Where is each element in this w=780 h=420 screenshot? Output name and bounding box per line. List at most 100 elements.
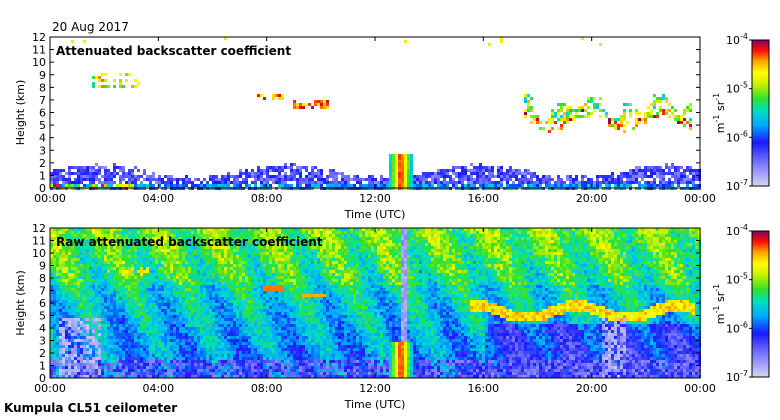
heatmap-cell [65, 273, 68, 276]
heatmap-cell [212, 369, 215, 372]
heatmap-cell [122, 288, 125, 291]
heatmap-cell [59, 321, 62, 324]
heatmap-cell [239, 342, 242, 345]
heatmap-cell [596, 106, 599, 109]
heatmap-cell [86, 300, 89, 303]
heatmap-cell [170, 339, 173, 342]
heatmap-cell [59, 363, 62, 366]
heatmap-cell [164, 366, 167, 369]
heatmap-cell [644, 112, 647, 115]
heatmap-cell [197, 363, 200, 366]
colorbar-step [752, 98, 769, 100]
heatmap-cell [137, 178, 140, 181]
heatmap-cell [110, 375, 113, 378]
heatmap-cell [50, 345, 53, 348]
heatmap-cell [68, 348, 71, 351]
heatmap-cell [65, 172, 68, 175]
heatmap-cell [575, 178, 578, 181]
heatmap-cell [179, 261, 182, 264]
heatmap-cell [59, 327, 62, 330]
heatmap-cell [77, 354, 80, 357]
heatmap-cell [137, 243, 140, 246]
heatmap-cell [131, 276, 134, 279]
heatmap-cell [209, 258, 212, 261]
heatmap-cell [86, 306, 89, 309]
heatmap-cell [119, 339, 122, 342]
heatmap-cell [221, 261, 224, 264]
heatmap-cell [83, 273, 86, 276]
heatmap-cell [239, 237, 242, 240]
heatmap-cell [218, 246, 221, 249]
heatmap-cell [56, 169, 59, 172]
heatmap-cell [101, 243, 104, 246]
heatmap-cell [221, 231, 224, 234]
heatmap-cell [458, 175, 461, 178]
heatmap-cell [209, 375, 212, 378]
heatmap-cell [644, 172, 647, 175]
heatmap-cell [290, 169, 293, 172]
heatmap-cell [101, 85, 104, 88]
heatmap-cell [155, 231, 158, 234]
heatmap-cell [68, 264, 71, 267]
heatmap-cell [134, 366, 137, 369]
heatmap-cell [209, 175, 212, 178]
heatmap-cell [89, 324, 92, 327]
heatmap-cell [89, 375, 92, 378]
heatmap-cell [161, 318, 164, 321]
heatmap-cell [173, 178, 176, 181]
heatmap-cell [233, 318, 236, 321]
heatmap-cell [221, 342, 224, 345]
heatmap-cell [74, 246, 77, 249]
heatmap-cell [308, 175, 311, 178]
heatmap-cell [620, 178, 623, 181]
heatmap-cell [218, 288, 221, 291]
heatmap-cell [92, 246, 95, 249]
heatmap-cell [56, 228, 59, 231]
heatmap-cell [212, 327, 215, 330]
heatmap-cell [179, 327, 182, 330]
heatmap-cell [314, 103, 317, 106]
heatmap-cell [92, 258, 95, 261]
heatmap-cell [101, 330, 104, 333]
heatmap-cell [209, 363, 212, 366]
heatmap-cell [80, 255, 83, 258]
heatmap-cell [572, 118, 575, 121]
heatmap-cell [200, 336, 203, 339]
heatmap-cell [233, 237, 236, 240]
heatmap-cell [104, 315, 107, 318]
heatmap-cell [218, 372, 221, 375]
heatmap-cell [143, 303, 146, 306]
heatmap-cell [131, 357, 134, 360]
heatmap-cell [176, 306, 179, 309]
heatmap-cell [422, 175, 425, 178]
heatmap-cell [68, 369, 71, 372]
heatmap-cell [203, 252, 206, 255]
heatmap-cell [290, 175, 293, 178]
heatmap-cell [86, 345, 89, 348]
heatmap-cell [533, 118, 536, 121]
heatmap-cell [83, 354, 86, 357]
heatmap-cell [146, 351, 149, 354]
heatmap-cell [68, 285, 71, 288]
heatmap-cell [209, 249, 212, 252]
heatmap-cell [293, 172, 296, 175]
heatmap-cell [176, 357, 179, 360]
heatmap-cell [236, 300, 239, 303]
heatmap-cell [197, 303, 200, 306]
heatmap-cell [77, 291, 80, 294]
heatmap-cell [242, 315, 245, 318]
heatmap-cell [107, 366, 110, 369]
heatmap-cell [92, 294, 95, 297]
colorbar-step [752, 91, 769, 93]
heatmap-cell [104, 312, 107, 315]
heatmap-cell [92, 351, 95, 354]
heatmap-cell [83, 309, 86, 312]
heatmap-cell [134, 258, 137, 261]
heatmap-cell [104, 255, 107, 258]
heatmap-cell [53, 291, 56, 294]
heatmap-cell [134, 339, 137, 342]
heatmap-cell [98, 369, 101, 372]
heatmap-cell [158, 357, 161, 360]
heatmap-cell [194, 252, 197, 255]
heatmap-cell [227, 285, 230, 288]
